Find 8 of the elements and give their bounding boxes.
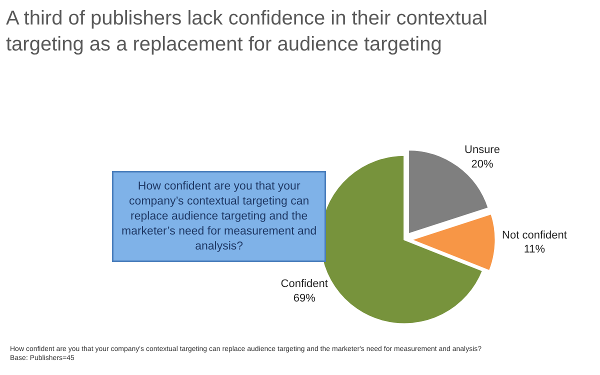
data-label: 20% <box>471 158 494 170</box>
data-label: 11% <box>524 244 546 256</box>
slice-label: Not confident <box>502 229 567 242</box>
text: How confident are you that your company’s contextual targeting can replace audience targeting and the marketer’s need for measurement and analysis? <box>122 180 317 252</box>
slice-label: Unsure <box>464 144 500 156</box>
chart-title: A third of publishers lack confidence in their contextual targeting as a replacement for audience targeting <box>6 7 488 56</box>
data-label: 69% <box>293 292 316 304</box>
slice-label: Confident <box>280 278 328 290</box>
